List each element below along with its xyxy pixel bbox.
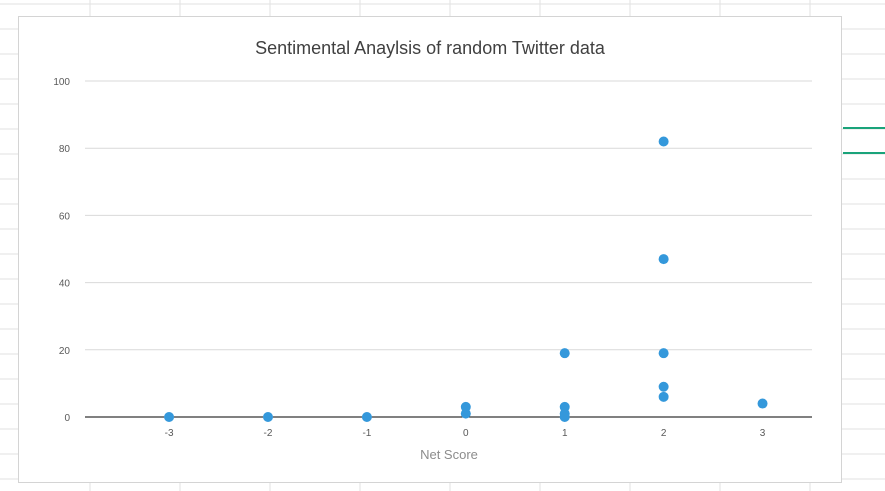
chart-area[interactable]: [18, 16, 842, 483]
data-point[interactable]: [262, 412, 273, 422]
data-point[interactable]: [164, 412, 175, 422]
x-tick-label: -1: [362, 428, 371, 439]
data-point[interactable]: [658, 348, 669, 359]
y-tick-label: 40: [59, 279, 71, 290]
x-tick-label: -3: [165, 428, 174, 439]
x-tick-label: 2: [661, 428, 667, 439]
y-tick-label: 80: [59, 144, 71, 155]
x-tick-label: -2: [264, 428, 273, 439]
x-tick-label: 1: [562, 428, 568, 439]
x-axis-tick-labels: -3 -2 -1 0 1 2 3: [165, 428, 766, 439]
y-tick-label: 60: [59, 211, 71, 222]
y-tick-label: 100: [53, 77, 70, 88]
x-tick-label: 0: [463, 428, 469, 439]
data-point[interactable]: [658, 381, 669, 392]
data-point[interactable]: [361, 412, 372, 422]
y-axis-tick-labels: 0 20 40 60 80 100: [53, 77, 70, 424]
y-tick-label: 0: [64, 413, 70, 424]
data-point[interactable]: [658, 136, 669, 147]
data-point[interactable]: [559, 412, 570, 422]
x-axis-label: Net Score: [420, 447, 478, 462]
data-points: [164, 136, 768, 422]
data-point[interactable]: [757, 398, 768, 409]
data-point[interactable]: [460, 408, 471, 419]
data-point[interactable]: [559, 348, 570, 359]
data-point[interactable]: [658, 254, 669, 265]
chart-title: Sentimental Anaylsis of random Twitter d…: [255, 38, 606, 58]
y-tick-label: 20: [59, 346, 71, 357]
x-tick-label: 3: [760, 428, 766, 439]
data-point[interactable]: [658, 391, 669, 402]
chart-gridlines: [85, 80, 812, 351]
